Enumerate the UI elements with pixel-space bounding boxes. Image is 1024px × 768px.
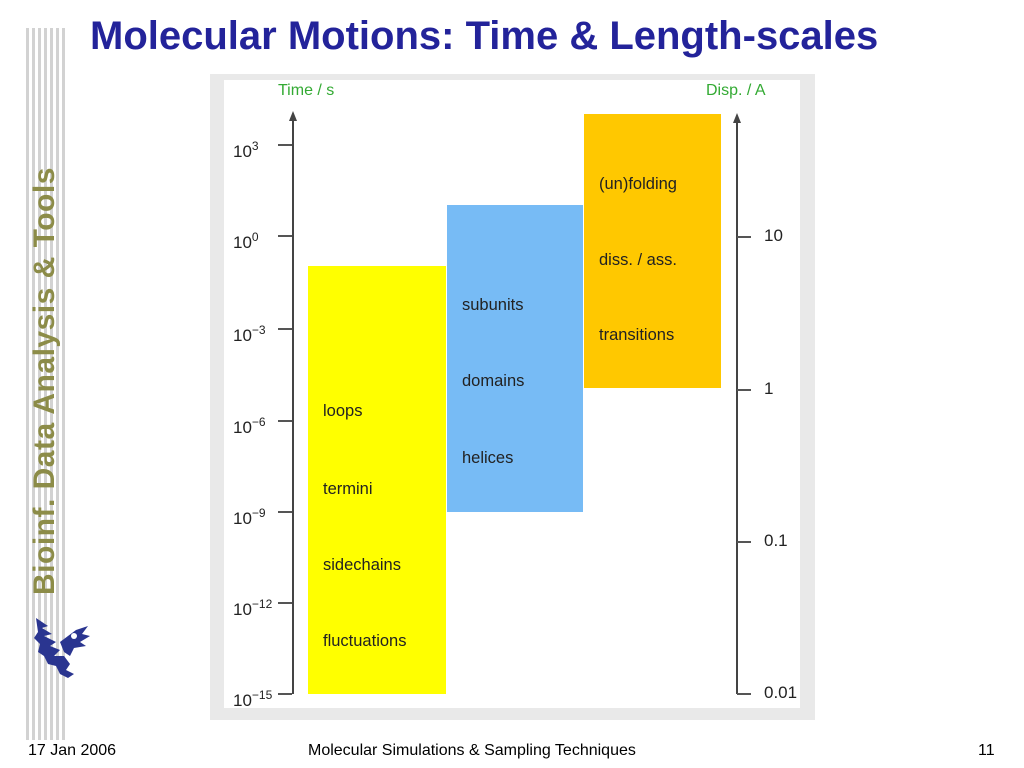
- left-axis-tick: [278, 420, 292, 422]
- right-axis-tick-label: 10: [764, 226, 783, 245]
- block-label: diss. / ass.: [599, 251, 677, 269]
- block-label: subunits: [462, 296, 524, 314]
- left-axis-tick: [278, 235, 292, 237]
- left-axis-tick: [278, 511, 292, 513]
- side-title: Bioinf. Data Analysis & Tools: [28, 167, 61, 595]
- griffin-logo-icon: [34, 618, 90, 678]
- block-label: transitions: [599, 326, 675, 344]
- block-label: sidechains: [323, 556, 401, 574]
- block-label: fluctuations: [323, 632, 407, 650]
- right-axis-tick-label: 1: [764, 379, 774, 398]
- left-axis-tick-label: 10−12: [233, 597, 273, 619]
- right-axis-tick: [737, 693, 751, 695]
- footer-date: 17 Jan 2006: [28, 742, 117, 759]
- left-axis-tick: [278, 328, 292, 330]
- footer-course: Molecular Simulations & Sampling Techniq…: [308, 742, 636, 759]
- slide-title: Molecular Motions: Time & Length-scales: [90, 14, 879, 58]
- block-label: helices: [462, 449, 514, 467]
- left-axis-tick-label: 10−9: [233, 506, 266, 528]
- left-axis-tick: [278, 602, 292, 604]
- right-axis-arrow-icon: [733, 113, 741, 123]
- left-axis-tick-label: 10−15: [233, 688, 273, 710]
- left-axis-tick-label: 10−3: [233, 323, 266, 345]
- left-axis-tick-label: 103: [233, 139, 259, 161]
- left-axis-tick-label: 100: [233, 230, 259, 252]
- right-axis-tick: [737, 541, 751, 543]
- right-axis-title: Disp. / A: [706, 82, 766, 99]
- left-axis-line: [292, 120, 294, 694]
- left-axis-arrow-icon: [289, 111, 297, 121]
- block-local-motions: [308, 266, 446, 694]
- block-rigid-body-motions: [447, 205, 583, 512]
- footer-page-number: 11: [978, 742, 995, 759]
- decorative-stripes: [26, 28, 66, 740]
- block-large-scale-motions: [584, 114, 721, 388]
- block-label: loops: [323, 402, 363, 420]
- block-label: termini: [323, 480, 373, 498]
- left-axis-tick: [278, 693, 292, 695]
- left-axis-title: Time / s: [278, 82, 335, 99]
- left-axis-tick-label: 10−6: [233, 415, 266, 437]
- block-label: domains: [462, 372, 525, 390]
- block-label: (un)folding: [599, 175, 677, 193]
- right-axis-tick-label: 0.1: [764, 531, 788, 550]
- right-axis-tick: [737, 236, 751, 238]
- left-axis-tick: [278, 144, 292, 146]
- right-axis-tick: [737, 389, 751, 391]
- right-axis-tick-label: 0.01: [764, 683, 798, 702]
- right-axis-line: [736, 122, 738, 694]
